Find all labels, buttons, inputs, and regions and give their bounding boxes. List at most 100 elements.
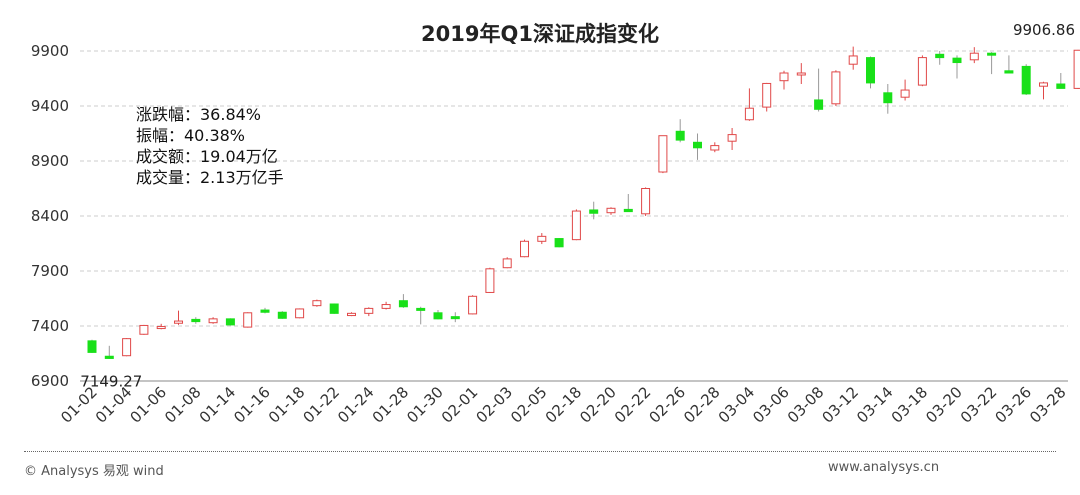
- candle-body: [848, 55, 858, 65]
- candle: [848, 46, 858, 70]
- candle-body: [208, 318, 218, 324]
- candle-body: [641, 188, 651, 215]
- candle-body: [675, 130, 685, 141]
- candle-body: [347, 312, 356, 317]
- x-tick-label: 03-08: [784, 383, 828, 427]
- candle: [710, 142, 720, 153]
- candle: [554, 238, 564, 248]
- stats-panel: 涨跌幅：36.84% 振幅：40.38% 成交额：19.04万亿 成交量：2.1…: [136, 104, 284, 188]
- candle: [260, 307, 270, 314]
- footer-divider: [24, 451, 1056, 452]
- candle: [416, 306, 426, 325]
- candle: [433, 310, 443, 320]
- candle-body: [312, 300, 322, 307]
- candle-body: [537, 235, 547, 242]
- candle: [329, 303, 339, 314]
- candle: [693, 133, 702, 160]
- candle: [156, 323, 166, 330]
- x-tick-label: 03-26: [991, 383, 1035, 427]
- candle: [243, 312, 253, 328]
- candle: [744, 88, 754, 121]
- x-tick-label: 03-20: [922, 383, 966, 427]
- candle: [589, 201, 599, 220]
- x-tick-label: 03-14: [853, 383, 897, 427]
- candle: [208, 317, 218, 324]
- candle: [658, 135, 668, 174]
- candle-body: [1039, 82, 1048, 87]
- candle: [502, 257, 512, 269]
- candle: [571, 209, 581, 241]
- candle: [520, 239, 529, 258]
- candle: [139, 324, 149, 335]
- candle: [277, 311, 287, 319]
- stat-volume: 成交量：2.13万亿手: [136, 168, 284, 187]
- x-tick-label: 03-06: [749, 383, 793, 427]
- candle: [191, 317, 201, 324]
- candle-body: [243, 312, 253, 328]
- x-tick-label: 02-18: [542, 383, 586, 427]
- candle: [883, 84, 893, 114]
- candle: [347, 312, 356, 317]
- candle: [312, 299, 322, 307]
- x-tick-label: 02-28: [680, 383, 724, 427]
- candle-body: [1021, 65, 1031, 95]
- x-tick-label: 01-22: [299, 383, 343, 427]
- y-tick-label: 7400: [31, 317, 69, 335]
- stat-turnover: 成交额：19.04万亿: [136, 147, 278, 166]
- candle-body: [156, 326, 166, 330]
- candle-body: [658, 135, 668, 173]
- x-tick-label: 03-04: [715, 383, 759, 427]
- candle-body: [693, 141, 702, 149]
- data-label: 7149.27: [80, 373, 142, 391]
- candle: [727, 128, 737, 150]
- candle-body: [398, 300, 408, 308]
- x-tick-label: 01-14: [196, 383, 240, 427]
- candle: [225, 318, 235, 326]
- candle-body: [796, 72, 806, 76]
- x-tick-label: 03-12: [818, 383, 862, 427]
- candle-body: [710, 145, 720, 151]
- x-tick-label: 02-05: [507, 383, 551, 427]
- candle-body: [225, 318, 235, 326]
- candle-body: [485, 268, 495, 293]
- candle-body: [623, 208, 633, 213]
- candle-body: [1073, 49, 1080, 89]
- candle: [537, 233, 547, 245]
- y-tick-label: 6900: [31, 372, 69, 390]
- candle: [468, 295, 478, 315]
- candle-body: [416, 307, 426, 311]
- y-tick-label: 7900: [31, 262, 69, 280]
- candle: [1004, 55, 1014, 74]
- candle: [87, 339, 97, 353]
- candle-body: [571, 210, 581, 241]
- candle-body: [779, 72, 789, 82]
- candle: [987, 52, 997, 75]
- candle-body: [883, 92, 893, 104]
- candle-body: [727, 134, 737, 142]
- candle: [831, 70, 841, 106]
- candle: [1056, 73, 1066, 89]
- x-tick-label: 01-08: [161, 383, 205, 427]
- candle-body: [260, 309, 270, 313]
- candle-body: [1056, 83, 1066, 89]
- candle-body: [433, 312, 443, 320]
- candle: [917, 55, 927, 87]
- candle: [796, 63, 806, 84]
- chart-title: 2019年Q1深证成指变化: [421, 22, 659, 46]
- candle: [606, 207, 616, 215]
- candle-body: [191, 318, 201, 323]
- candle: [779, 70, 789, 90]
- candle-body: [900, 89, 910, 98]
- candle: [675, 119, 685, 143]
- candle: [969, 47, 979, 64]
- x-tick-label: 01-28: [369, 383, 413, 427]
- candle: [104, 345, 114, 359]
- candle: [174, 310, 183, 325]
- candle: [814, 68, 824, 112]
- data-label: 9906.86: [1013, 21, 1075, 39]
- gridlines: [80, 50, 1068, 327]
- y-tick-label: 9900: [31, 42, 69, 60]
- candle-body: [814, 99, 824, 110]
- candle-body: [935, 53, 945, 59]
- candle: [1039, 81, 1048, 100]
